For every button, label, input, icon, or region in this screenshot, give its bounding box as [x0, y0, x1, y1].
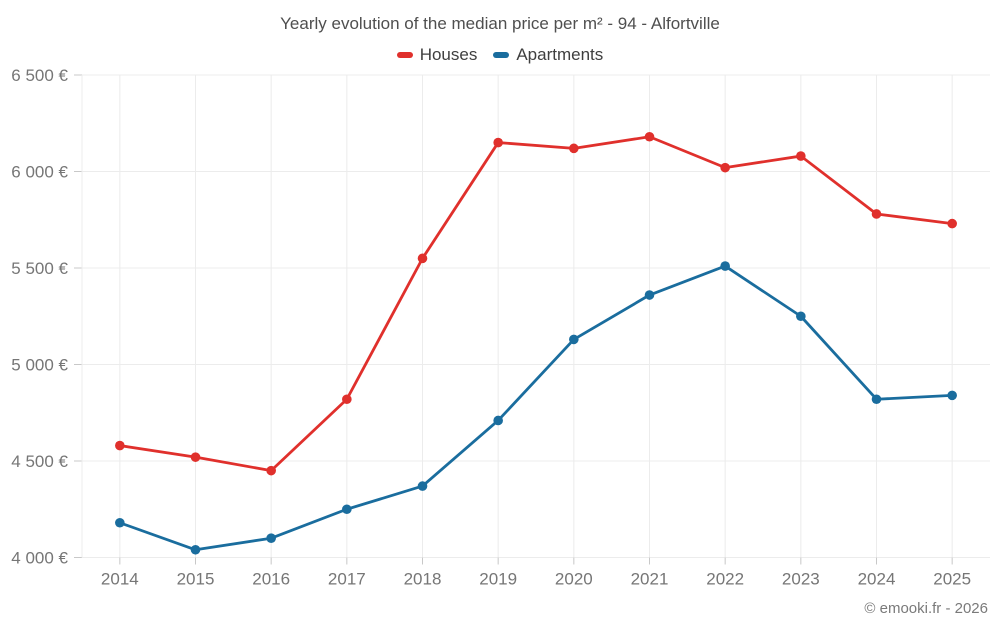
houses-legend-swatch-icon	[396, 52, 413, 58]
data-point-apartments-2025	[947, 390, 957, 401]
x-axis-tick-label: 2023	[782, 570, 820, 589]
legend-label-houses: Houses	[419, 45, 478, 64]
legend-label-apartments: Apartments	[516, 45, 604, 64]
x-axis-tick-label: 2018	[404, 570, 442, 589]
data-point-apartments-2019	[493, 415, 503, 426]
data-point-houses-2023	[796, 151, 806, 161]
x-axis-tick-label: 2016	[252, 570, 290, 589]
data-point-apartments-2020	[569, 334, 579, 345]
series-line-houses	[118, 135, 954, 473]
data-point-houses-2019	[493, 137, 503, 148]
y-axis-tick-label: 4 000 €	[11, 549, 68, 568]
data-point-apartments-2014	[115, 517, 125, 528]
data-point-apartments-2015	[190, 544, 201, 555]
data-point-houses-2021	[644, 131, 655, 142]
data-point-apartments-2023	[796, 311, 806, 322]
data-point-apartments-2016	[266, 533, 276, 543]
legend-item-apartments[interactable]: Apartments	[493, 45, 603, 65]
data-point-apartments-2017	[342, 504, 352, 515]
y-axis-tick-label: 6 000 €	[11, 163, 68, 182]
series-line-apartments	[118, 264, 954, 552]
data-point-apartments-2024	[871, 394, 882, 405]
data-point-houses-2022	[720, 162, 730, 173]
data-point-apartments-2018	[417, 481, 428, 491]
y-axis-tick-label: 5 500 €	[11, 259, 68, 278]
x-axis-tick-label: 2025	[933, 570, 971, 589]
data-point-houses-2015	[190, 452, 201, 462]
x-axis-tick-label: 2020	[555, 570, 593, 589]
data-point-apartments-2022	[720, 261, 730, 271]
chart-title: Yearly evolution of the median price per…	[280, 14, 720, 33]
x-axis-tick-label: 2019	[479, 570, 517, 589]
x-axis-tick-label: 2017	[328, 570, 366, 589]
y-axis-tick-label: 5 000 €	[11, 356, 68, 375]
data-point-houses-2018	[417, 253, 428, 264]
x-axis-tick-label: 2021	[631, 570, 669, 589]
x-axis-tick-label: 2015	[177, 570, 215, 589]
x-axis-tick-label: 2022	[706, 570, 744, 589]
legend-item-houses[interactable]: Houses	[396, 45, 478, 65]
legend: Houses Apartments	[0, 45, 1000, 65]
data-point-houses-2014	[115, 440, 125, 451]
x-axis-tick-label: 2024	[858, 570, 896, 589]
x-axis-tick-label: 2014	[101, 570, 139, 589]
data-point-houses-2020	[569, 143, 579, 154]
copyright-notice: © emooki.fr - 2026	[864, 600, 988, 617]
y-axis-tick-label: 6 500 €	[11, 66, 68, 85]
apartments-legend-swatch-icon	[493, 52, 510, 58]
data-point-houses-2025	[947, 218, 957, 229]
data-point-houses-2016	[266, 465, 276, 476]
data-point-apartments-2021	[644, 290, 655, 300]
data-point-houses-2024	[871, 209, 882, 219]
y-axis-tick-label: 4 500 €	[11, 452, 68, 471]
data-point-houses-2017	[342, 394, 352, 405]
